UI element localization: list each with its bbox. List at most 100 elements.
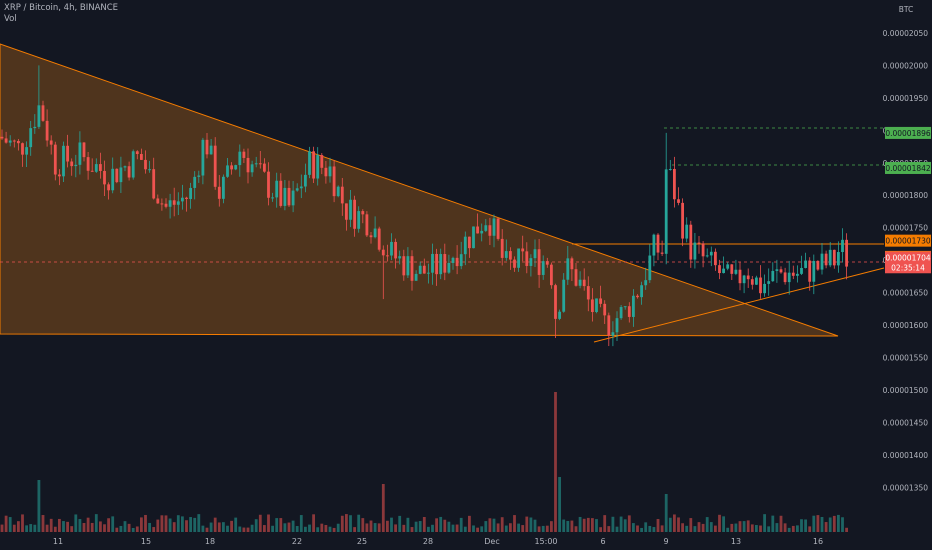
candle-body[interactable] <box>361 211 365 215</box>
candle-body[interactable] <box>213 145 217 187</box>
candle-body[interactable] <box>443 254 447 273</box>
candle-body[interactable] <box>164 203 168 207</box>
candle-body[interactable] <box>562 279 566 312</box>
candle-body[interactable] <box>771 270 775 282</box>
candle-body[interactable] <box>574 269 578 286</box>
candle-body[interactable] <box>525 251 529 266</box>
candle-body[interactable] <box>746 275 750 280</box>
candle-body[interactable] <box>17 140 20 144</box>
candle-body[interactable] <box>759 277 762 294</box>
candle-body[interactable] <box>8 140 12 143</box>
candle-body[interactable] <box>668 168 672 170</box>
candle-body[interactable] <box>349 199 352 220</box>
candle-body[interactable] <box>820 253 824 270</box>
candle-body[interactable] <box>816 260 820 270</box>
candle-body[interactable] <box>517 248 520 268</box>
candle-body[interactable] <box>841 239 844 253</box>
candle-body[interactable] <box>775 269 779 271</box>
candle-body[interactable] <box>295 188 299 191</box>
candle-body[interactable] <box>140 154 143 160</box>
candle-body[interactable] <box>279 180 283 206</box>
candle-body[interactable] <box>558 311 561 319</box>
candle-body[interactable] <box>78 142 82 165</box>
candle-body[interactable] <box>837 252 840 266</box>
candle-body[interactable] <box>439 254 443 275</box>
candle-body[interactable] <box>541 261 545 275</box>
candle-body[interactable] <box>472 226 475 249</box>
candle-body[interactable] <box>537 249 541 275</box>
candle-body[interactable] <box>205 139 209 155</box>
candle-body[interactable] <box>738 269 742 284</box>
candle-body[interactable] <box>291 190 295 206</box>
candle-body[interactable] <box>578 279 582 286</box>
candle-body[interactable] <box>566 258 570 280</box>
candle-body[interactable] <box>554 285 557 319</box>
candle-body[interactable] <box>312 151 315 179</box>
candle-body[interactable] <box>209 145 213 155</box>
candle-body[interactable] <box>41 105 45 121</box>
candle-body[interactable] <box>492 218 496 236</box>
candle-body[interactable] <box>176 201 180 205</box>
candle-body[interactable] <box>58 174 61 177</box>
candle-body[interactable] <box>812 260 816 282</box>
candle-body[interactable] <box>33 126 37 129</box>
candle-body[interactable] <box>529 258 533 266</box>
volume-label[interactable]: Vol <box>4 14 17 24</box>
candle-body[interactable] <box>250 164 254 173</box>
candle-body[interactable] <box>779 269 783 273</box>
candle-body[interactable] <box>82 142 86 158</box>
candle-body[interactable] <box>328 166 332 177</box>
candle-body[interactable] <box>308 151 311 175</box>
x-axis[interactable]: 11 15 18 22 25 28 Dec 15:00 6 9 13 16 <box>53 537 823 546</box>
candle-body[interactable] <box>521 248 525 252</box>
candle-body[interactable] <box>0 136 4 139</box>
candle-body[interactable] <box>664 169 668 254</box>
candle-body[interactable] <box>246 157 250 173</box>
candle-body[interactable] <box>636 295 639 298</box>
candle-body[interactable] <box>845 239 848 267</box>
candle-body[interactable] <box>320 155 324 168</box>
candle-body[interactable] <box>390 241 393 256</box>
candle-body[interactable] <box>25 147 28 155</box>
candle-body[interactable] <box>418 265 422 274</box>
candle-body[interactable] <box>74 164 78 167</box>
candle-body[interactable] <box>804 260 807 268</box>
candle-body[interactable] <box>660 252 664 254</box>
candle-body[interactable] <box>767 281 771 284</box>
candle-body[interactable] <box>697 242 701 244</box>
candle-body[interactable] <box>730 264 734 274</box>
candle-body[interactable] <box>131 151 135 178</box>
candle-body[interactable] <box>394 241 397 259</box>
symbol-title[interactable]: XRP / Bitcoin, 4h, BINANCE <box>4 3 119 13</box>
candle-body[interactable] <box>86 157 90 171</box>
candle-body[interactable] <box>127 166 131 178</box>
candle-body[interactable] <box>488 225 492 236</box>
candle-body[interactable] <box>763 283 766 294</box>
candle-body[interactable] <box>70 161 74 167</box>
candle-body[interactable] <box>377 228 381 250</box>
candle-body[interactable] <box>640 285 643 298</box>
candle-body[interactable] <box>353 199 356 229</box>
candle-body[interactable] <box>644 280 648 286</box>
candle-body[interactable] <box>652 234 656 256</box>
candle-body[interactable] <box>427 272 430 274</box>
candle-body[interactable] <box>500 238 504 258</box>
candle-body[interactable] <box>422 265 426 274</box>
candle-body[interactable] <box>480 230 484 234</box>
candle-body[interactable] <box>398 256 402 259</box>
candle-body[interactable] <box>21 143 24 155</box>
candle-body[interactable] <box>135 151 139 155</box>
candle-body[interactable] <box>410 256 414 281</box>
candle-body[interactable] <box>459 254 463 267</box>
candle-body[interactable] <box>718 265 721 274</box>
candle-body[interactable] <box>217 186 221 199</box>
candle-body[interactable] <box>181 197 184 202</box>
candle-body[interactable] <box>37 105 41 127</box>
candle-body[interactable] <box>701 243 705 257</box>
candle-body[interactable] <box>595 298 598 313</box>
candle-body[interactable] <box>304 174 307 187</box>
candle-body[interactable] <box>414 273 418 281</box>
candle-body[interactable] <box>447 262 451 273</box>
candle-body[interactable] <box>66 145 69 162</box>
candle-body[interactable] <box>750 279 754 285</box>
